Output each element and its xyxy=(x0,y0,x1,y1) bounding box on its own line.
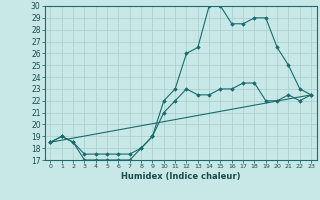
X-axis label: Humidex (Indice chaleur): Humidex (Indice chaleur) xyxy=(121,172,241,181)
